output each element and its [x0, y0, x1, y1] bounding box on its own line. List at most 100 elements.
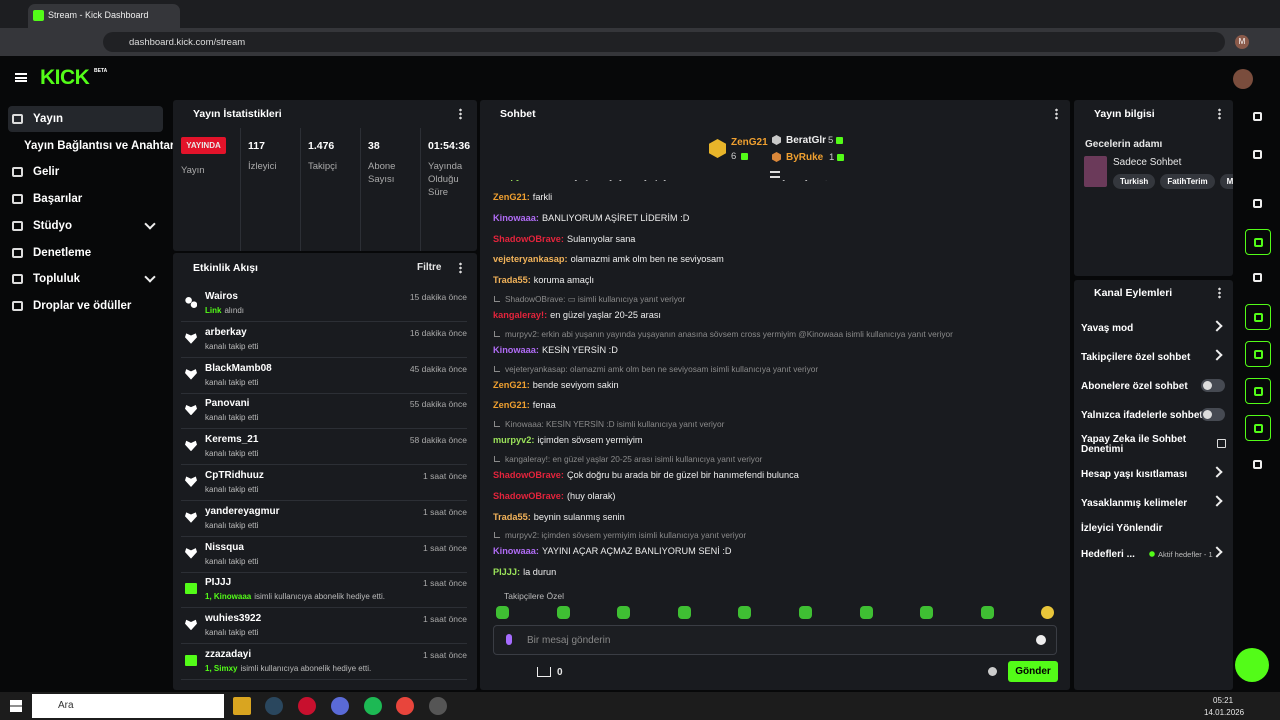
menu[interactable] — [459, 262, 462, 274]
app-icon[interactable] — [429, 697, 447, 715]
menu[interactable] — [1218, 287, 1221, 299]
toggle[interactable] — [1201, 379, 1225, 392]
chat-username[interactable]: Kinowaaa — [493, 546, 542, 556]
address-bar[interactable]: dashboard.kick.com/stream — [103, 32, 1225, 52]
category[interactable]: Sadece Sohbet — [1113, 157, 1182, 168]
chat-username[interactable]: kangaleray! — [493, 310, 550, 320]
rail-button[interactable] — [1245, 415, 1271, 441]
rail-button[interactable] — [1245, 452, 1271, 478]
chat-username[interactable]: ZenG21 — [493, 380, 533, 390]
filter-button[interactable]: Filtre — [417, 262, 442, 273]
active-tab[interactable]: Stream - Kick Dashboard — [28, 4, 180, 28]
channel-action[interactable]: Yapay Zeka ile Sohbet Denetimi — [1081, 435, 1226, 455]
sidebar-item[interactable]: Yayın Bağlantısı ve Anahtarı — [24, 133, 178, 159]
tag[interactable]: M — [1219, 174, 1233, 189]
tag[interactable]: FatihTerim — [1160, 174, 1215, 189]
channel-action[interactable]: Hesap yaşı kısıtlaması — [1081, 466, 1225, 480]
emote[interactable] — [920, 606, 934, 619]
rail-button[interactable] — [1245, 341, 1271, 367]
chat-username[interactable]: murpyv2 — [493, 180, 537, 181]
profile[interactable]: M — [1235, 35, 1249, 49]
emote[interactable] — [799, 606, 812, 619]
emote[interactable] — [677, 606, 691, 619]
panel-title: Yayın bilgisi — [1094, 108, 1155, 120]
menu[interactable] — [1218, 108, 1221, 120]
emote[interactable] — [496, 606, 509, 619]
channel-action[interactable]: İzleyici Yönlendir — [1081, 523, 1225, 534]
rail-button[interactable] — [1245, 304, 1271, 330]
sidebar-item[interactable]: Başarılar — [12, 186, 82, 212]
search-box[interactable]: Ara — [32, 694, 224, 718]
start-button[interactable] — [10, 700, 22, 712]
send-button[interactable]: Gönder — [1008, 661, 1058, 682]
chat-input[interactable]: Bir mesaj gönderin — [493, 625, 1057, 655]
chat-text: en güzel yaşlar 20-25 arası — [550, 310, 661, 321]
emote[interactable] — [617, 606, 631, 619]
menu[interactable] — [1055, 108, 1058, 120]
activity-detail: kanalı takip etti — [205, 521, 258, 530]
emote[interactable] — [980, 606, 994, 619]
sidebar-item[interactable]: Yayın — [12, 106, 63, 132]
emote[interactable] — [738, 606, 752, 619]
chat-username[interactable]: ShadowOBrave — [493, 491, 567, 501]
app-icon[interactable] — [331, 697, 349, 715]
sidebar-item[interactable]: Topluluk — [12, 266, 80, 292]
chat-username[interactable]: PIJJJ — [493, 567, 523, 577]
app-icon[interactable] — [298, 697, 316, 715]
sidebar-item[interactable]: Denetleme — [12, 240, 91, 266]
emoji-button[interactable] — [1036, 635, 1046, 645]
action-label: Abonelere özel sohbet — [1081, 381, 1188, 392]
activity-highlight: 1, Simxy — [205, 664, 238, 673]
chat-username[interactable]: ShadowOBrave — [493, 470, 567, 480]
emote[interactable] — [1041, 606, 1055, 619]
sidebar-item[interactable]: Droplar ve ödüller — [12, 293, 131, 319]
chat-message: ZenG21fenaa — [493, 395, 1058, 416]
channel-action[interactable]: Yalnızca ifadelerle sohbet — [1081, 408, 1225, 421]
chat-username[interactable]: Kinowaaa — [493, 213, 542, 223]
emote[interactable] — [556, 606, 570, 619]
rail-button[interactable] — [1245, 142, 1271, 168]
sidebar-item[interactable]: Stüdyo — [12, 213, 72, 239]
chat-username[interactable]: vejeteryankasap — [493, 254, 571, 264]
settings-button[interactable] — [988, 667, 997, 676]
help-button[interactable] — [1235, 648, 1269, 682]
chat-username[interactable]: murpyv2 — [493, 435, 537, 445]
activity-detail: kanalı takip etti — [205, 342, 258, 351]
app-icon[interactable] — [233, 697, 251, 715]
rail-button[interactable] — [1245, 191, 1271, 217]
emote-section-title: Takipçilere Özel — [504, 591, 564, 601]
chat-username[interactable]: ShadowOBrave — [493, 234, 567, 244]
channel-action[interactable]: Yavaş mod — [1081, 320, 1225, 334]
menu-button[interactable] — [15, 73, 27, 82]
rail-button[interactable] — [1245, 378, 1271, 404]
points: 0 — [557, 667, 563, 678]
chat-username[interactable]: ZenG21 — [493, 192, 533, 202]
pinned-toggle[interactable] — [770, 171, 780, 178]
app-icon[interactable] — [396, 697, 414, 715]
avatar[interactable] — [1233, 69, 1253, 89]
rail-button[interactable] — [1245, 229, 1271, 255]
message-line: ZenG21farkli — [493, 187, 1058, 208]
chat-username[interactable]: Trada55 — [493, 512, 534, 522]
tag[interactable]: Turkish — [1113, 174, 1156, 189]
rail-icon — [1254, 387, 1263, 396]
logo[interactable]: KICK — [40, 66, 90, 89]
chat-text: la durun — [523, 567, 557, 578]
toggle[interactable] — [1201, 408, 1225, 421]
sidebar-item[interactable]: Gelir — [12, 159, 59, 185]
message-line: KinowaaaKESİN YERSİN :D — [493, 340, 1058, 361]
channel-action[interactable]: Abonelere özel sohbet — [1081, 379, 1225, 392]
emote[interactable] — [859, 606, 873, 619]
chat-username[interactable]: Kinowaaa — [493, 345, 542, 355]
app-icon[interactable] — [364, 697, 382, 715]
chat-username[interactable]: Trada55 — [493, 275, 534, 285]
activity-user: Nissqua — [205, 541, 244, 553]
channel-action[interactable]: Hedefleri ... Aktif hedefler - 1 — [1081, 546, 1225, 560]
rail-button[interactable] — [1245, 265, 1271, 291]
menu[interactable] — [459, 108, 462, 120]
channel-action[interactable]: Takipçilere özel sohbet — [1081, 349, 1225, 363]
app-icon[interactable] — [265, 697, 283, 715]
channel-action[interactable]: Yasaklanmış kelimeler — [1081, 495, 1225, 509]
rail-button[interactable] — [1245, 104, 1271, 130]
chat-username[interactable]: ZenG21 — [493, 400, 533, 410]
